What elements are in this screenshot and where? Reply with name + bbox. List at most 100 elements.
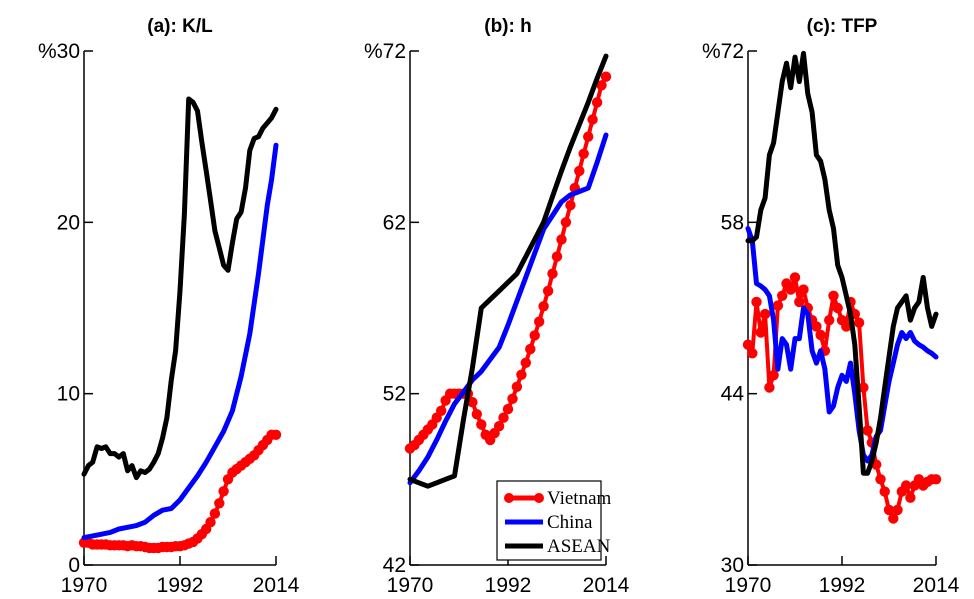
data-point: [476, 419, 487, 430]
data-point: [520, 357, 531, 368]
y-tick-label: 10: [57, 383, 80, 406]
series-vietnam: [78, 429, 282, 554]
data-point: [832, 302, 843, 314]
data-point: [218, 486, 229, 497]
series-vietnam: [742, 272, 942, 524]
data-point: [751, 296, 762, 308]
series-line-china: [81, 142, 279, 541]
data-point: [930, 474, 942, 485]
y-tick-label: 0: [68, 554, 80, 577]
data-point: [747, 348, 758, 359]
data-point: [560, 217, 572, 228]
data-point: [596, 80, 607, 91]
series-line-china: [745, 226, 939, 464]
data-point: [755, 327, 766, 338]
data-point: [811, 321, 822, 332]
panel-1: (b): h 42 52 62 %72 1970 1992 2014 Vietnam China A…: [364, 16, 630, 597]
series-asean: [407, 53, 609, 489]
data-point: [583, 131, 594, 142]
x-tick-label: 2014: [583, 574, 630, 597]
y-tick-label: 20: [57, 211, 80, 234]
data-point: [742, 339, 754, 350]
legend-label: China: [547, 512, 593, 533]
series-line-asean: [81, 96, 279, 481]
data-point: [578, 148, 589, 159]
data-point: [516, 369, 527, 380]
x-tick-label: 1992: [485, 574, 532, 597]
y-tick-label: 30: [721, 554, 744, 577]
data-point: [879, 486, 890, 497]
data-point: [789, 272, 801, 283]
data-point: [862, 425, 873, 436]
data-point: [551, 251, 563, 262]
data-point: [858, 382, 869, 393]
data-point: [798, 284, 809, 295]
data-point: [794, 296, 805, 308]
data-point: [502, 403, 514, 415]
series-china: [81, 142, 279, 541]
x-tick-label: 1970: [387, 574, 434, 597]
legend-label: ASEAN: [547, 536, 611, 557]
data-point: [538, 301, 549, 312]
data-point: [498, 412, 509, 423]
series-china: [745, 226, 939, 464]
data-point: [883, 504, 895, 516]
data-point: [905, 492, 916, 503]
data-point: [587, 114, 598, 125]
x-tick-label: 2014: [253, 574, 300, 597]
data-point: [777, 290, 788, 301]
y-tick-label: 62: [383, 211, 406, 234]
data-point: [574, 165, 585, 177]
panel-2: (c): TFP 30 44 58 %72 1970 1992 2014: [702, 16, 960, 597]
x-tick-label: 1970: [61, 574, 108, 597]
legend-label: Vietnam: [547, 488, 612, 509]
legend-marker: [504, 493, 514, 503]
data-point: [436, 405, 447, 416]
data-point: [507, 393, 518, 404]
data-point: [875, 474, 886, 485]
data-point: [209, 508, 221, 519]
series-line-asean: [407, 53, 609, 489]
series-china: [407, 132, 609, 486]
data-point: [493, 421, 505, 432]
data-point: [525, 343, 536, 355]
y-tick-label: 52: [383, 383, 406, 406]
data-point: [556, 234, 567, 245]
x-tick-label: 1992: [819, 574, 866, 597]
data-point: [900, 480, 912, 491]
panel-title: (b): h: [484, 16, 531, 37]
y-tick-label: %30: [38, 40, 80, 63]
data-point: [471, 409, 482, 420]
data-point: [547, 268, 558, 279]
data-point: [600, 71, 612, 82]
data-point: [534, 316, 545, 327]
x-tick-label: 2014: [913, 574, 960, 597]
panel-title: (c): TFP: [807, 16, 878, 37]
data-point: [853, 317, 865, 328]
data-point: [591, 97, 603, 108]
legend: Vietnam China ASEAN: [496, 480, 612, 561]
x-tick-label: 1970: [725, 574, 772, 597]
series-asean: [81, 96, 279, 481]
panel-0: (a): K/L 0 10 20 %30 1970 1992 2014: [38, 16, 300, 597]
data-point: [214, 498, 225, 509]
data-point: [892, 504, 903, 516]
data-point: [815, 329, 826, 341]
data-point: [764, 382, 775, 393]
data-point: [888, 513, 899, 524]
data-point: [270, 429, 282, 440]
y-tick-label: 58: [721, 211, 744, 234]
y-tick-label: 42: [383, 554, 406, 577]
data-point: [772, 300, 784, 311]
data-point: [824, 315, 835, 326]
data-point: [205, 517, 216, 528]
data-point: [565, 200, 576, 211]
y-tick-label: %72: [364, 40, 406, 63]
panel-title: (a): K/L: [147, 16, 213, 37]
y-tick-label: 44: [721, 383, 745, 406]
data-point: [768, 370, 779, 381]
data-point: [511, 381, 523, 392]
data-point: [529, 330, 540, 341]
data-point: [759, 308, 771, 320]
